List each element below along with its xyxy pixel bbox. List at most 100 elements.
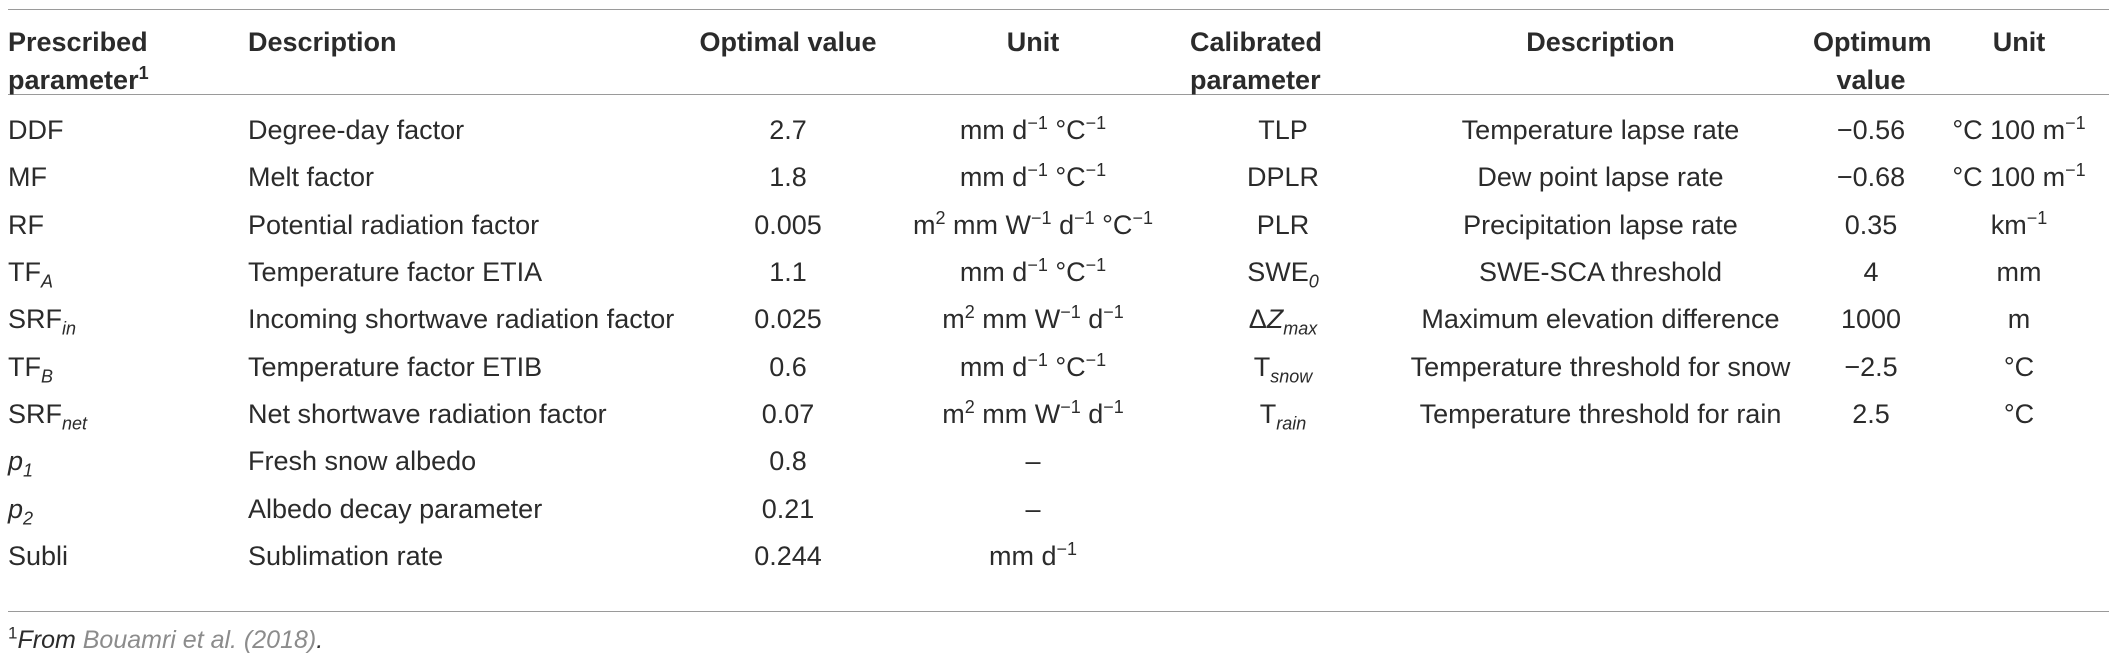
calibrated-parameter-cell [1178, 485, 1388, 532]
table-bottom-rule [8, 611, 2109, 612]
prescribed-parameter-cell: p1 [8, 446, 34, 481]
header-unit-right: Unit [1992, 27, 2046, 57]
table-footnote: 1From Bouamri et al. (2018). [8, 623, 324, 655]
unit-cell: mm d−1 °C−1 [959, 113, 1107, 146]
optimum-value-cell: −0.56 [1836, 115, 1906, 146]
calibrated-unit-cell: mm [1996, 257, 2042, 288]
table-header-row: Prescribed parameter1 Description Optima… [8, 9, 2109, 99]
calibrated-unit-cell [1929, 438, 2109, 485]
description-cell: Melt factor [248, 162, 375, 193]
calibrated-description-cell: Temperature lapse rate [1461, 115, 1740, 146]
header-description-left: Description [248, 27, 397, 57]
optimal-value-cell: 1.8 [769, 162, 807, 193]
calibrated-parameter-cell [1178, 533, 1388, 580]
unit-cell: – [1025, 493, 1041, 524]
unit-cell: m2 mm W−1 d−1 °C−1 [913, 207, 1153, 240]
calibrated-unit-cell: m [2007, 304, 2031, 335]
prescribed-parameter-cell: TFB [8, 351, 54, 387]
description-cell: Fresh snow albedo [248, 446, 477, 477]
calibrated-description-cell: Dew point lapse rate [1477, 162, 1724, 193]
prescribed-parameter-cell: p2 [8, 493, 34, 528]
optimum-value-cell: 2.5 [1852, 398, 1890, 429]
unit-cell: mm d−1 °C−1 [959, 160, 1107, 193]
optimal-value-cell: 0.244 [754, 540, 822, 571]
calibrated-parameter-cell [1178, 438, 1388, 485]
prescribed-parameter-cell: TFA [8, 257, 54, 292]
optimum-value-cell: 1000 [1840, 304, 1902, 335]
optimal-value-cell: 0.8 [769, 446, 807, 477]
unit-cell: m2 mm W−1 d−1 [942, 302, 1124, 335]
parameters-table: Prescribed parameter1 Description Optima… [8, 9, 2109, 580]
header-calibrated-parameter: Calibrated parameter [1190, 27, 1323, 95]
calibrated-description-cell: Temperature threshold for snow [1410, 351, 1791, 382]
optimal-value-cell: 1.1 [769, 257, 807, 288]
calibrated-unit-cell: °C [2003, 398, 2035, 429]
description-cell: Temperature factor ETIA [248, 257, 543, 288]
table-row: RF Potential radiation factor 0.005 m2 mm W… [8, 202, 2109, 249]
calibrated-parameter-cell: TLP [1258, 115, 1308, 146]
calibrated-description-cell [1388, 438, 1813, 485]
header-unit-left: Unit [1006, 27, 1060, 57]
optimal-value-cell: 0.6 [769, 351, 807, 382]
calibrated-description-cell: Precipitation lapse rate [1463, 209, 1738, 240]
calibrated-description-cell [1388, 533, 1813, 580]
description-cell: Potential radiation factor [248, 209, 540, 240]
prescribed-parameter-cell: DDF [8, 115, 64, 146]
unit-cell: mm d−1 °C−1 [959, 255, 1107, 288]
calibrated-unit-cell: °C 100 m−1 [1952, 160, 2086, 193]
footnote-citation-link[interactable]: Bouamri et al. (2018) [82, 626, 317, 654]
calibrated-description-cell: SWE-SCA threshold [1478, 257, 1723, 288]
footnote-suffix: . [316, 626, 324, 654]
optimum-value-cell [1813, 485, 1929, 532]
calibrated-unit-cell: km−1 [1990, 207, 2048, 240]
calibrated-unit-cell [1929, 485, 2109, 532]
calibrated-parameter-cell: SWE0 [1247, 257, 1319, 292]
calibrated-parameter-cell: PLR [1256, 209, 1310, 240]
calibrated-unit-cell: °C 100 m−1 [1952, 113, 2086, 146]
optimal-value-cell: 0.005 [754, 209, 822, 240]
prescribed-parameter-cell: SRFin [8, 304, 77, 339]
optimum-value-cell: −0.68 [1836, 162, 1906, 193]
table-header-rule [8, 94, 2109, 95]
calibrated-unit-cell [1929, 533, 2109, 580]
table-row: SRFnet Net shortwave radiation factor 0.07… [8, 391, 2109, 438]
calibrated-parameter-cell: DPLR [1246, 162, 1320, 193]
prescribed-parameter-cell: SRFnet [8, 398, 88, 434]
table-row: p2 Albedo decay parameter 0.21 – [8, 485, 2109, 532]
table-top-rule [8, 9, 2109, 10]
unit-cell: mm d−1 [988, 538, 1078, 571]
table-row: Subli Sublimation rate 0.244 mm d−1 [8, 533, 2109, 580]
description-cell: Net shortwave radiation factor [248, 398, 607, 429]
calibrated-description-cell: Temperature threshold for rain [1419, 398, 1782, 429]
header-description-right: Description [1526, 27, 1675, 57]
footnote-marker: 1 [8, 623, 18, 643]
calibrated-description-cell: Maximum elevation difference [1421, 304, 1780, 335]
optimum-value-cell: −2.5 [1844, 351, 1898, 382]
header-optimum-value: Optimum value [1813, 27, 1932, 95]
unit-cell: mm d−1 °C−1 [959, 349, 1107, 382]
calibrated-unit-cell: °C [2003, 351, 2035, 382]
header-prescribed-parameter: Prescribed parameter1 [8, 27, 149, 95]
table-row: p1 Fresh snow albedo 0.8 – [8, 438, 2109, 485]
optimal-value-cell: 0.21 [761, 493, 815, 524]
calibrated-parameter-cell: Train [1259, 398, 1307, 434]
description-cell: Sublimation rate [248, 540, 444, 571]
table-row: TFA Temperature factor ETIA 1.1 mm d−1 °C−1… [8, 249, 2109, 296]
prescribed-parameter-cell: RF [8, 209, 44, 240]
optimal-value-cell: 0.07 [761, 398, 815, 429]
footnote-prefix: From [17, 626, 83, 654]
optimum-value-cell [1813, 438, 1929, 485]
optimal-value-cell: 2.7 [769, 115, 807, 146]
unit-cell: – [1025, 446, 1041, 477]
optimum-value-cell: 4 [1863, 257, 1879, 288]
calibrated-description-cell [1388, 485, 1813, 532]
table-row: DDF Degree-day factor 2.7 mm d−1 °C−1 TLP Tem… [8, 99, 2109, 154]
unit-cell: m2 mm W−1 d−1 [942, 396, 1124, 429]
table-row: MF Melt factor 1.8 mm d−1 °C−1 DPLR Dew point… [8, 154, 2109, 201]
calibrated-parameter-cell: ΔZmax [1248, 304, 1318, 339]
optimum-value-cell [1813, 533, 1929, 580]
description-cell: Albedo decay parameter [248, 493, 543, 524]
optimal-value-cell: 0.025 [754, 304, 822, 335]
description-cell: Temperature factor ETIB [248, 351, 543, 382]
